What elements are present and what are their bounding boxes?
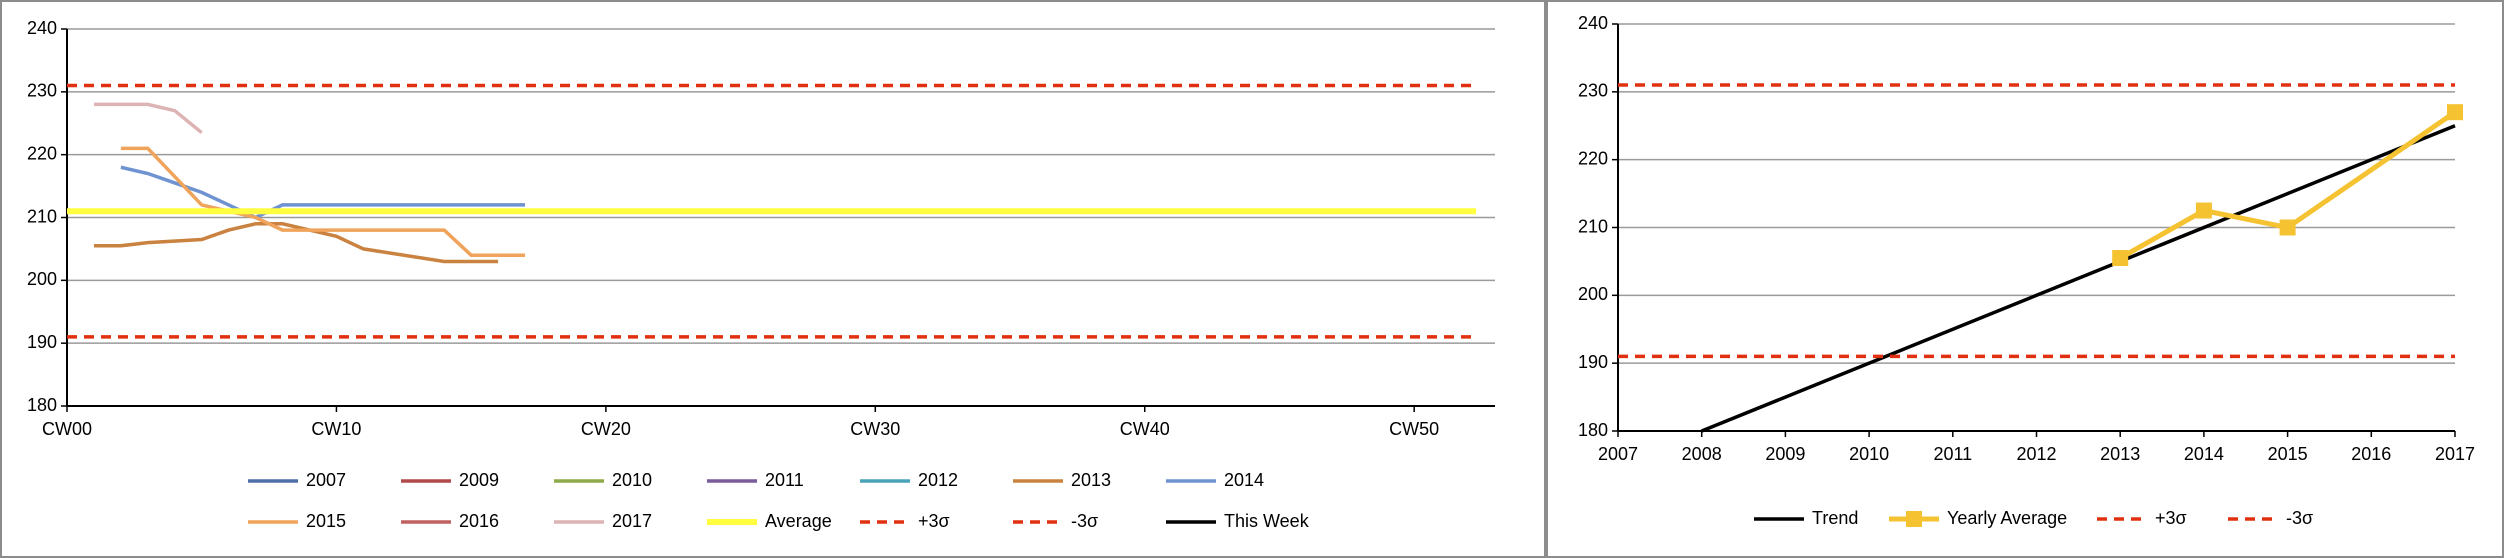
point-marker: [2112, 250, 2129, 267]
y-tick-label: 230: [1578, 81, 1608, 101]
legend-label: -3σ: [2286, 508, 2313, 528]
series-line: [120, 146, 526, 257]
legend-label: 2014: [1224, 470, 1264, 490]
x-tick-label: CW50: [1389, 419, 1439, 439]
point-marker: [2195, 202, 2212, 219]
x-tick-label: 2009: [1765, 444, 1805, 464]
legend-label: This Week: [1224, 511, 1310, 531]
legend-label: 2012: [918, 470, 958, 490]
x-tick-label: CW20: [581, 419, 631, 439]
y-tick-label: 200: [1578, 284, 1608, 304]
legend-label: Yearly Average: [1947, 508, 2067, 528]
legend-label: 2011: [765, 470, 804, 490]
x-tick-label: 2016: [2351, 444, 2391, 464]
legend-label: -3σ: [1071, 511, 1098, 531]
legend-label: 2016: [459, 511, 499, 531]
y-tick-label: 200: [27, 269, 57, 289]
legend-label: 2015: [306, 511, 346, 531]
y-tick-label: 190: [1578, 352, 1608, 372]
series-line: [93, 222, 499, 264]
y-tick-label: 180: [1578, 420, 1608, 440]
legend-label: 2007: [306, 470, 346, 490]
panel-border: [1546, 0, 2504, 558]
x-tick-label: 2010: [1849, 444, 1889, 464]
x-tick-label: 2014: [2184, 444, 2224, 464]
series-line: [1701, 124, 2456, 433]
y-tick-label: 240: [27, 18, 57, 38]
legend-marker: [1906, 511, 1922, 527]
y-tick-label: 180: [27, 395, 57, 415]
legend-label: 2009: [459, 470, 499, 490]
y-tick-label: 210: [27, 206, 57, 226]
series-line: [2118, 110, 2457, 261]
panel-border: [0, 0, 1546, 558]
legend-label: Trend: [1812, 508, 1858, 528]
legend-label: 2010: [612, 470, 652, 490]
legend-label: 2013: [1071, 470, 1111, 490]
legend-label: +3σ: [2155, 508, 2187, 528]
x-tick-label: 2013: [2100, 444, 2140, 464]
x-tick-label: CW10: [311, 419, 361, 439]
y-tick-label: 220: [27, 143, 57, 163]
x-tick-label: 2011: [1933, 444, 1972, 464]
x-tick-label: 2008: [1682, 444, 1722, 464]
point-marker: [2447, 104, 2463, 121]
series-line: [93, 102, 203, 135]
x-tick-label: 2007: [1598, 444, 1638, 464]
x-tick-label: CW30: [850, 419, 900, 439]
y-tick-label: 220: [1578, 148, 1608, 168]
y-tick-label: 190: [27, 332, 57, 352]
legend-label: 2017: [612, 511, 652, 531]
x-tick-label: 2017: [2435, 444, 2475, 464]
y-tick-label: 210: [1578, 216, 1608, 236]
x-tick-label: CW40: [1120, 419, 1170, 439]
y-tick-label: 230: [27, 81, 57, 101]
point-marker: [2279, 219, 2296, 236]
y-tick-label: 240: [1578, 13, 1608, 33]
legend-label: Average: [765, 511, 832, 531]
legend-label: +3σ: [918, 511, 950, 531]
x-tick-label: CW00: [42, 419, 92, 439]
x-tick-label: 2012: [2016, 444, 2056, 464]
x-tick-label: 2015: [2268, 444, 2308, 464]
series-line: [120, 165, 526, 220]
